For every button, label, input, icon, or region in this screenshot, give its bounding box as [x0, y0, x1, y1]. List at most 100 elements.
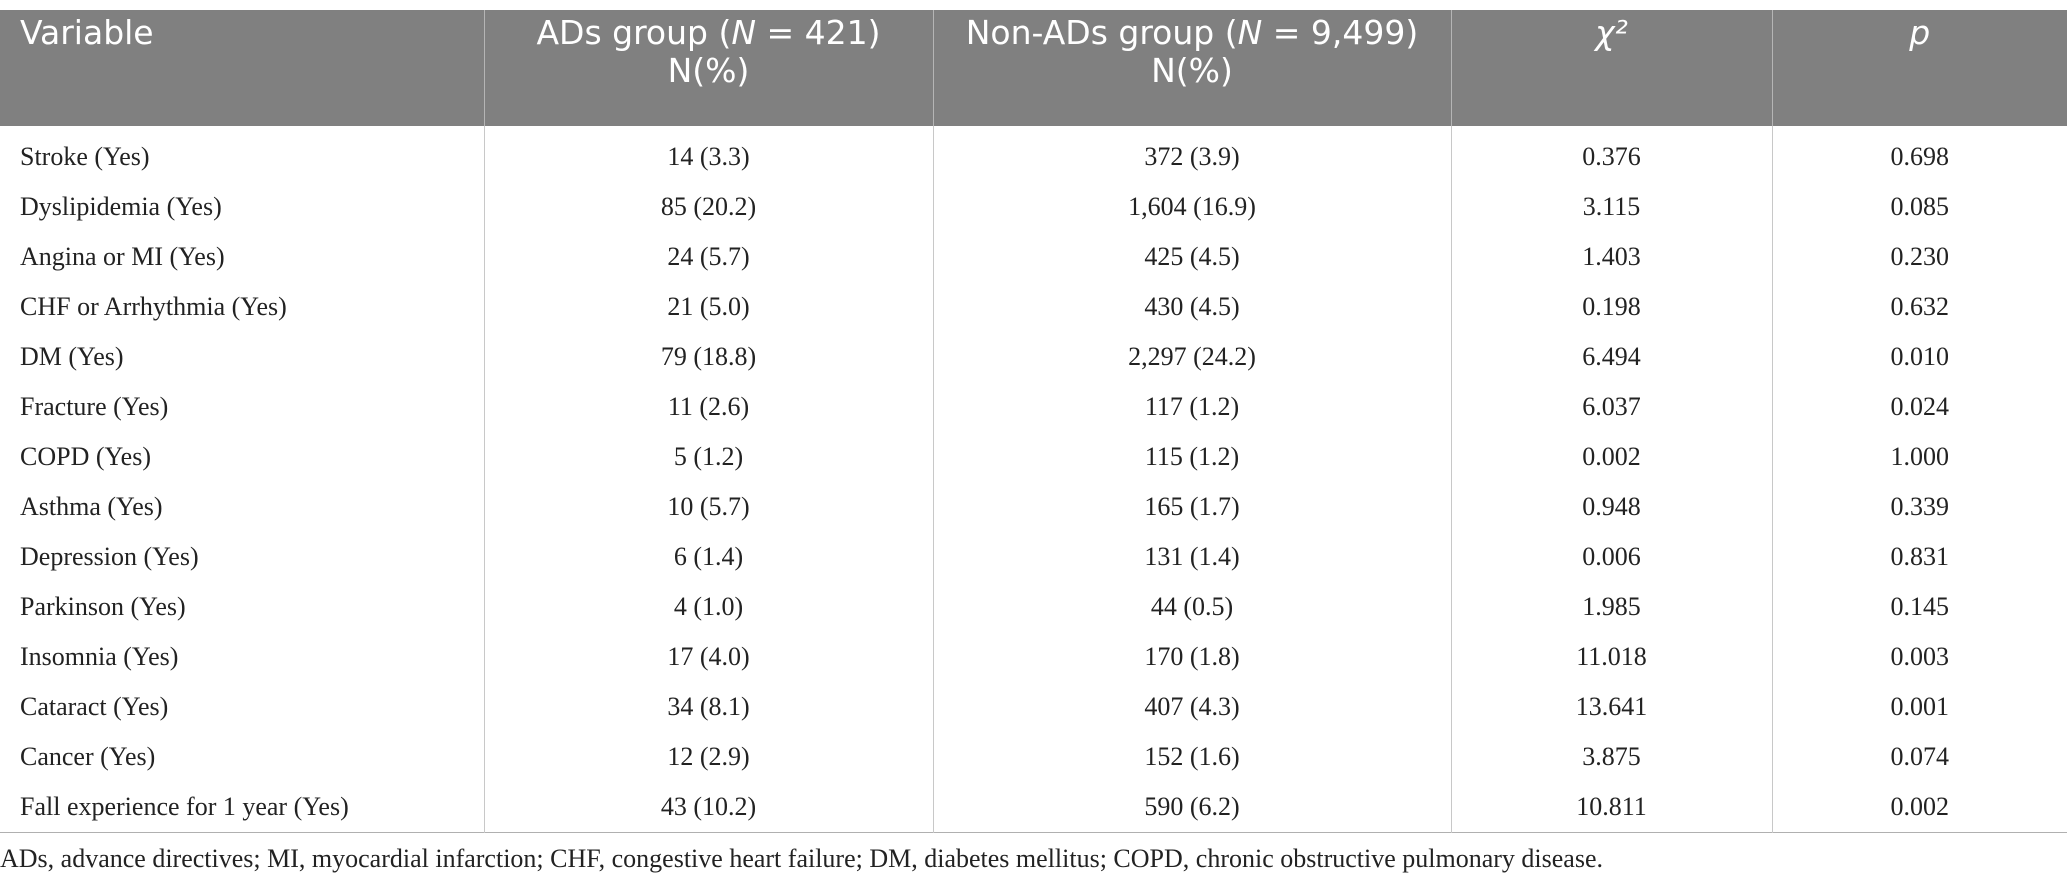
header-cell: Variable	[0, 10, 484, 126]
table-cell: 0.339	[1771, 482, 2067, 532]
table-cell: 0.006	[1450, 532, 1772, 582]
table-cell: 0.002	[1771, 782, 2067, 833]
table-cell: 13.641	[1450, 682, 1772, 732]
header-text: = 421)	[756, 13, 881, 52]
header-line: N(%)	[954, 52, 1431, 90]
table-cell: 0.632	[1771, 282, 2067, 332]
header-cell: ADs group (N = 421) N(%)	[483, 10, 933, 126]
header-text: N	[1237, 13, 1263, 52]
table-cell: 0.074	[1771, 732, 2067, 782]
table-cell: Cataract (Yes)	[20, 692, 169, 721]
table-cell: 131 (1.4)	[932, 532, 1451, 582]
table-cell: 0.003	[1771, 632, 2067, 682]
table-cell: Asthma (Yes)	[20, 492, 163, 521]
table-cell: 0.024	[1771, 382, 2067, 432]
header-cell: Non-ADs group (N = 9,499) N(%)	[932, 10, 1451, 126]
table-cell: 0.198	[1450, 282, 1772, 332]
table-row: Parkinson (Yes) 4 (1.0) 44 (0.5) 1.985 0.145	[0, 582, 2067, 632]
table-cell: 425 (4.5)	[932, 232, 1451, 282]
table-cell: Fall experience for 1 year (Yes)	[20, 792, 349, 821]
table-cell: 0.085	[1771, 182, 2067, 232]
table-cell: 5 (1.2)	[483, 432, 933, 482]
table-cell: Angina or MI (Yes)	[20, 242, 225, 271]
table-cell: 0.948	[1450, 482, 1772, 532]
table-cell: 44 (0.5)	[932, 582, 1451, 632]
table-cell: 6.037	[1450, 382, 1772, 432]
header-line: p	[1793, 14, 2048, 52]
table-cell: 152 (1.6)	[932, 732, 1451, 782]
table-cell: Fracture (Yes)	[20, 392, 169, 421]
table-cell: 1,604 (16.9)	[932, 182, 1451, 232]
table-row: Angina or MI (Yes) 24 (5.7) 425 (4.5) 1.403…	[0, 232, 2067, 282]
header-text: Variable	[20, 13, 154, 52]
table-cell: Depression (Yes)	[20, 542, 199, 571]
table-header: Variable ADs group (N = 421) N(%) Non-ADs g…	[0, 10, 2067, 126]
table-cell: 407 (4.3)	[932, 682, 1451, 732]
table-cell: Parkinson (Yes)	[20, 592, 186, 621]
table-cell: 117 (1.2)	[932, 382, 1451, 432]
table-row: COPD (Yes) 5 (1.2) 115 (1.2) 0.002 1.000	[0, 432, 2067, 482]
table-cell: 17 (4.0)	[483, 632, 933, 682]
table-cell: CHF or Arrhythmia (Yes)	[20, 292, 287, 321]
table-cell: 10.811	[1450, 782, 1772, 833]
table-cell: Stroke (Yes)	[20, 142, 150, 171]
table-row: Depression (Yes) 6 (1.4) 131 (1.4) 0.006 0.8…	[0, 532, 2067, 582]
table-row: Dyslipidemia (Yes) 85 (20.2) 1,604 (16.9) 3…	[0, 182, 2067, 232]
table-cell: 0.145	[1771, 582, 2067, 632]
table-cell: 6.494	[1450, 332, 1772, 382]
table-cell: DM (Yes)	[20, 342, 124, 371]
table-cell: 1.000	[1771, 432, 2067, 482]
header-text: = 9,499)	[1262, 13, 1419, 52]
table-cell: 0.376	[1450, 126, 1772, 182]
table-cell: 85 (20.2)	[483, 182, 933, 232]
table-row: DM (Yes) 79 (18.8) 2,297 (24.2) 6.494 0.010	[0, 332, 2067, 382]
table-cell: 14 (3.3)	[483, 126, 933, 182]
table-cell: 3.875	[1450, 732, 1772, 782]
table-cell: 4 (1.0)	[483, 582, 933, 632]
table-cell: 12 (2.9)	[483, 732, 933, 782]
table-cell: 21 (5.0)	[483, 282, 933, 332]
table-cell: 0.230	[1771, 232, 2067, 282]
table-cell: 11 (2.6)	[483, 382, 933, 432]
table-cell: Dyslipidemia (Yes)	[20, 192, 222, 221]
table-cell: COPD (Yes)	[20, 442, 152, 471]
table-row: Cataract (Yes) 34 (8.1) 407 (4.3) 13.641 0.0…	[0, 682, 2067, 732]
table-cell: 79 (18.8)	[483, 332, 933, 382]
table-cell: 165 (1.7)	[932, 482, 1451, 532]
header-row: Variable ADs group (N = 421) N(%) Non-ADs g…	[0, 10, 2067, 126]
header-line: ADs group (N = 421)	[505, 14, 913, 52]
table-cell: 3.115	[1450, 182, 1772, 232]
table-cell: Cancer (Yes)	[20, 742, 156, 771]
footnote: ADs, advance directives; MI, myocardial …	[0, 844, 1603, 873]
header-text: ADs group (	[536, 13, 732, 52]
table-row: Insomnia (Yes) 17 (4.0) 170 (1.8) 11.018 0.0…	[0, 632, 2067, 682]
table-cell: 0.698	[1771, 126, 2067, 182]
table-cell: 2,297 (24.2)	[932, 332, 1451, 382]
table-cell: 0.001	[1771, 682, 2067, 732]
table-cell: 0.002	[1450, 432, 1772, 482]
table-row: Cancer (Yes) 12 (2.9) 152 (1.6) 3.875 0.074	[0, 732, 2067, 782]
header-text: p	[1909, 13, 1931, 52]
header-line: Non-ADs group (N = 9,499)	[954, 14, 1431, 52]
header-text: N(%)	[1151, 51, 1233, 90]
header-line: N(%)	[505, 52, 913, 90]
header-cell: p	[1771, 10, 2067, 126]
table-cell: 170 (1.8)	[932, 632, 1451, 682]
header-text: N	[731, 13, 757, 52]
table-cell: 43 (10.2)	[483, 782, 933, 833]
table-cell: 115 (1.2)	[932, 432, 1451, 482]
header-line: Variable	[20, 14, 464, 52]
data-table: Variable ADs group (N = 421) N(%) Non-ADs g…	[0, 10, 2067, 833]
table-cell: 6 (1.4)	[483, 532, 933, 582]
table-cell: 24 (5.7)	[483, 232, 933, 282]
table-body: Stroke (Yes) 14 (3.3) 372 (3.9) 0.376 0.698 D…	[0, 126, 2067, 833]
table-row: CHF or Arrhythmia (Yes) 21 (5.0) 430 (4.5)…	[0, 282, 2067, 332]
table-cell: 0.010	[1771, 332, 2067, 382]
header-text: N(%)	[667, 51, 750, 90]
table-cell: 430 (4.5)	[932, 282, 1451, 332]
table-cell: 0.831	[1771, 532, 2067, 582]
table-cell: 10 (5.7)	[483, 482, 933, 532]
header-text: χ²	[1595, 13, 1628, 52]
header-cell: χ²	[1450, 10, 1772, 126]
